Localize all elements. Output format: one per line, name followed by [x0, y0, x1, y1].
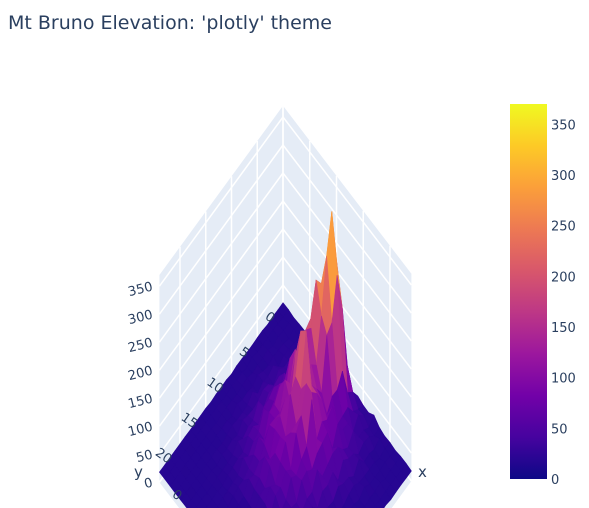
surface-cell	[263, 503, 267, 508]
surface-cell	[206, 498, 219, 508]
colorbar-tick-label: 300	[551, 169, 576, 184]
surface-cell	[327, 501, 337, 508]
surface-cell	[285, 477, 297, 508]
surface-cell	[374, 499, 386, 508]
colorbar-ticks: 0 50 100 150 200 250 300 350	[551, 118, 576, 488]
surface-cell	[238, 495, 250, 508]
x-axis-title: x	[418, 463, 427, 481]
surface-cell	[303, 498, 313, 508]
right-pane	[283, 105, 412, 482]
surface-cell	[290, 502, 300, 508]
surface-cell	[364, 497, 376, 508]
colorbar-tick-label: 150	[551, 321, 576, 336]
z-tick-label: 50	[135, 448, 155, 467]
colorbar-tick-label: 200	[551, 270, 576, 285]
surface-cell	[351, 503, 358, 508]
z-tick-label: 150	[127, 392, 155, 413]
surface-cell	[332, 485, 344, 508]
z-tick-label: 300	[127, 308, 155, 329]
surface-cell	[372, 505, 378, 508]
colorbar-tick-label: 250	[551, 220, 576, 235]
surface-cell	[196, 498, 208, 508]
left-pane	[159, 105, 283, 483]
z-tick-label: 250	[127, 336, 155, 357]
surface-cell	[275, 487, 287, 508]
z-tick-label: 200	[127, 364, 155, 385]
z-tick-label: 0	[143, 476, 155, 493]
colorbar-tick-label: 50	[551, 422, 568, 437]
colorbar-tick-label: 0	[551, 473, 559, 488]
surface-cell	[296, 479, 308, 508]
surface-cell	[353, 499, 365, 508]
surface-cell	[236, 504, 242, 508]
surface-cell	[282, 499, 292, 508]
surface-cell	[246, 504, 252, 508]
colorbar	[510, 104, 547, 479]
colorbar-tick-label: 100	[551, 372, 576, 387]
surface-cell	[341, 505, 346, 508]
z-axis-ticks: 0 50 100 150 200 250 300 350	[127, 280, 155, 493]
surface-cell	[255, 495, 266, 508]
surface-cell	[264, 486, 276, 508]
surface-cell	[217, 497, 229, 508]
z-tick-label: 100	[127, 420, 155, 441]
surface-cell	[227, 495, 239, 508]
surface-cell	[272, 495, 280, 508]
surface-cell	[185, 499, 198, 508]
chart-title: Mt Bruno Elevation: 'plotly' theme	[8, 12, 332, 34]
surface-cell	[248, 488, 260, 508]
surface-cell	[343, 493, 355, 508]
surface-cell	[317, 490, 329, 508]
colorbar-tick-label: 350	[551, 118, 576, 133]
z-tick-label: 350	[127, 280, 155, 301]
elevation-surface	[159, 211, 412, 508]
y-axis-title: y	[134, 463, 143, 481]
surface-cell	[311, 469, 323, 508]
